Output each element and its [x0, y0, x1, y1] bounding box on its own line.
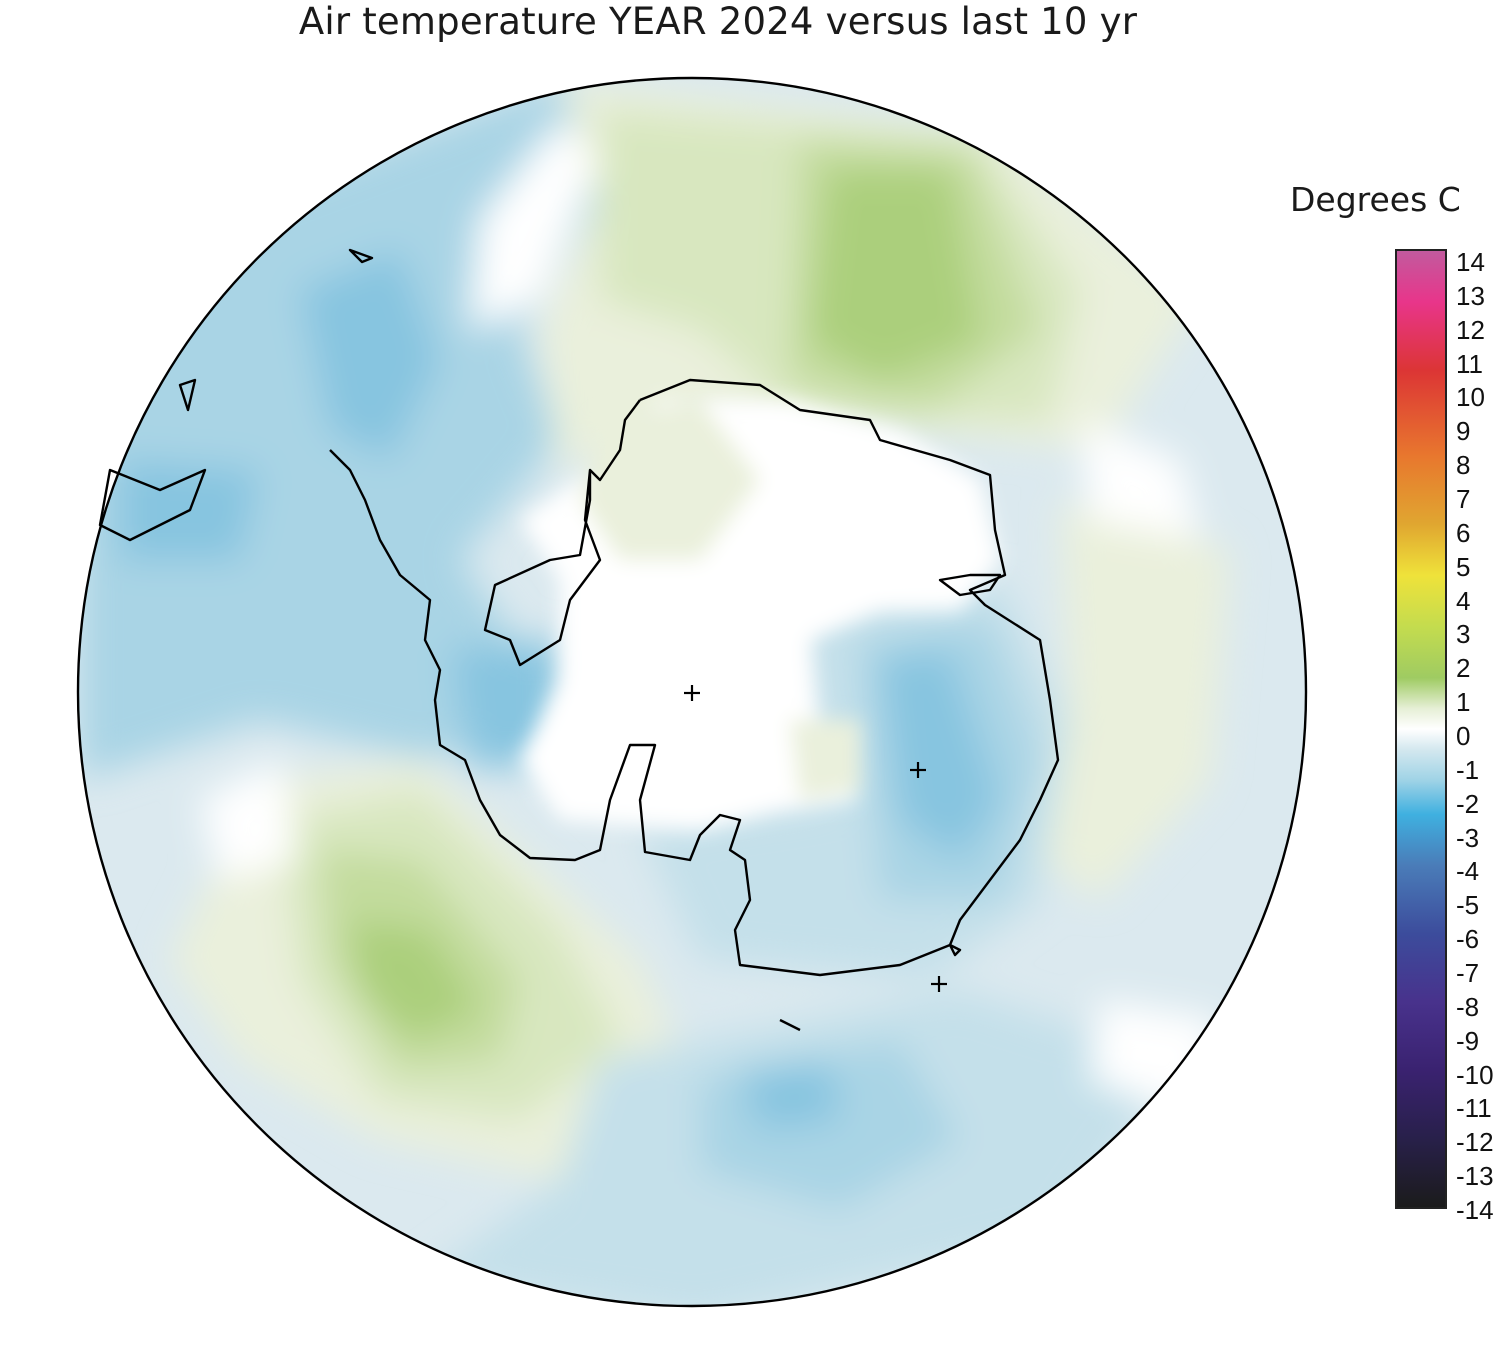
- colorbar-tick-label: 14: [1456, 247, 1485, 277]
- map-title: Air temperature YEAR 2024 versus last 10…: [298, 0, 1138, 43]
- plus-marker: [931, 976, 947, 992]
- colorbar-tick-label: -8: [1456, 991, 1480, 1022]
- colorbar-tick-label: -2: [1456, 788, 1480, 819]
- legend-unit-label: Degrees C: [1290, 180, 1461, 219]
- colorbar-tick-label: 1: [1456, 687, 1471, 718]
- colorbar-tick-label: 3: [1456, 619, 1471, 650]
- colorbar-tick-label: 11: [1456, 348, 1483, 379]
- colorbar-tick-label: -14: [1456, 1195, 1494, 1225]
- colorbar-tick-label: 9: [1456, 416, 1471, 447]
- plus-marker: [910, 762, 926, 778]
- colorbar-tick-label: -4: [1456, 856, 1480, 887]
- colorbar-tick-label: 8: [1456, 450, 1471, 481]
- colorbar-tick-label: -6: [1456, 924, 1480, 955]
- colorbar-tick-label: 5: [1456, 551, 1471, 582]
- colorbar-tick-label: -9: [1456, 1025, 1480, 1056]
- colorbar-tick-label: 4: [1456, 585, 1471, 616]
- colorbar-tick-label: -11: [1456, 1093, 1492, 1124]
- colorbar-tick-label: 0: [1456, 721, 1471, 751]
- colorbar-tick-label: -5: [1456, 890, 1480, 921]
- colorbar-tick-label: 6: [1456, 517, 1471, 548]
- colorbar-tick-label: -10: [1456, 1059, 1494, 1090]
- colorbar-tick-label: 10: [1456, 382, 1485, 413]
- colorbar-tick-label: 2: [1456, 653, 1471, 684]
- colorbar-tick-label: 13: [1456, 280, 1485, 311]
- colorbar-tick-label: -1: [1456, 754, 1480, 785]
- map-frame: [76, 76, 1308, 1308]
- colorbar: [1395, 249, 1447, 1209]
- colorbar-tick-label: -3: [1456, 822, 1480, 853]
- colorbar-tick-label: -12: [1456, 1127, 1494, 1158]
- colorbar-tick-label: -13: [1456, 1161, 1494, 1192]
- colorbar-tick-label: 12: [1456, 314, 1485, 345]
- antarctica-coastline: [98, 248, 1060, 1032]
- colorbar-tick-label: 7: [1456, 484, 1471, 514]
- plus-marker: [684, 685, 700, 701]
- colorbar-tick-label: -7: [1456, 958, 1480, 988]
- polar-map: [76, 76, 1308, 1308]
- temperature-field: [78, 78, 1306, 1306]
- colorbar-ticks: 14 13 12 11 10 9 8 7 6 5 4 3 2 1 0 -1 -2 -3 -4 -5 -6 -7 -8 -9 -1…: [1456, 0, 1500, 1372]
